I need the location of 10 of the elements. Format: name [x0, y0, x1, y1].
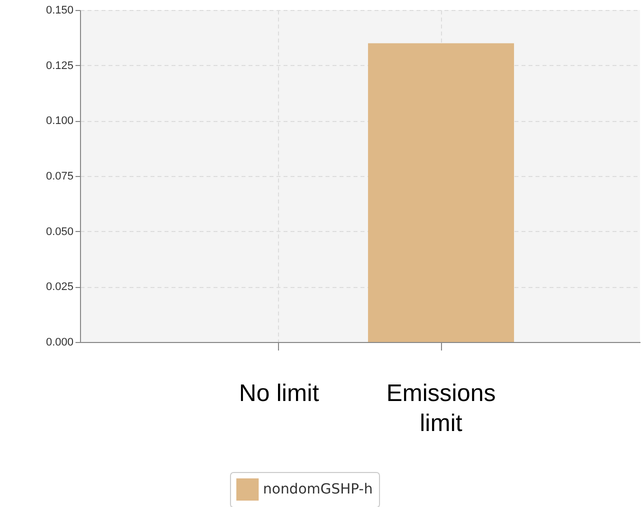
- y-tick-label: 0.100: [46, 115, 74, 128]
- legend-label: nondomGSHP-h: [263, 482, 373, 498]
- y-tick-label: 0.150: [46, 4, 74, 16]
- y-tick-label: 0.000: [46, 336, 74, 348]
- x-tick-label: Emissions limit: [386, 380, 496, 437]
- y-tick-label: 0.025: [46, 281, 74, 294]
- x-tick-label: No limit: [238, 380, 320, 407]
- y-tick-label: 0.075: [46, 170, 74, 182]
- y-tick-label: 0.125: [46, 60, 74, 72]
- y-tick-label: 0.050: [46, 226, 74, 238]
